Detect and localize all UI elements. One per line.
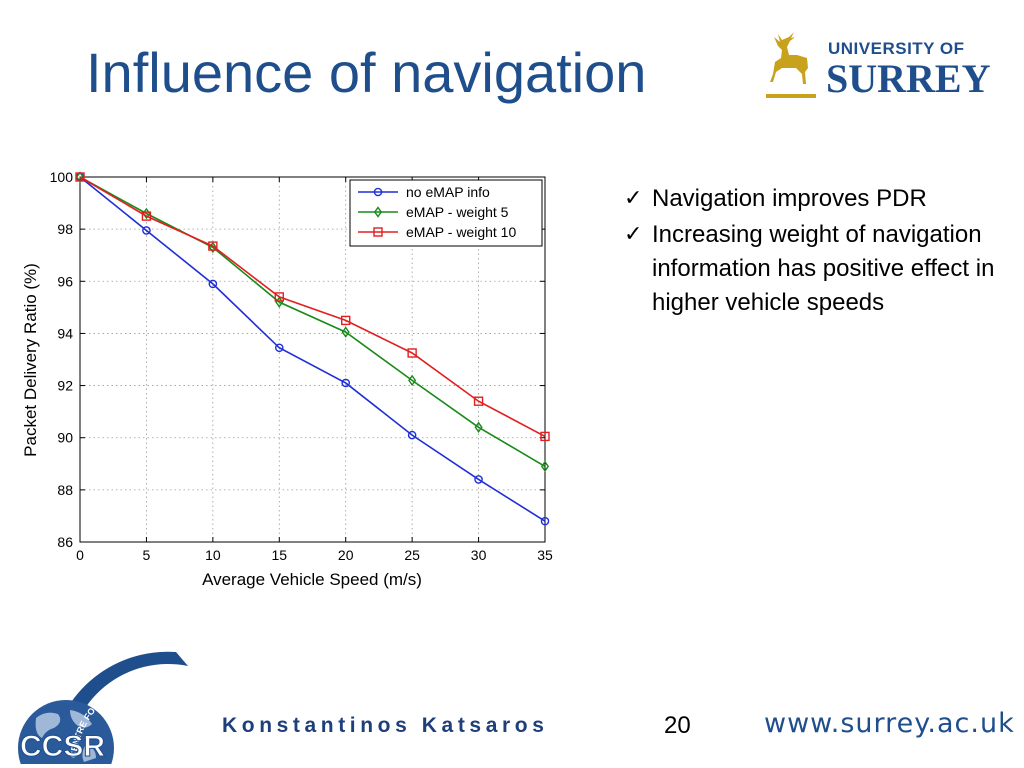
y-tick-label: 90 <box>57 430 73 446</box>
y-tick-label: 100 <box>50 169 74 185</box>
legend-label: eMAP - weight 5 <box>406 204 509 220</box>
y-tick-label: 96 <box>57 273 73 289</box>
x-tick-label: 5 <box>143 547 151 563</box>
axis-ticks: 0 5 10 15 20 25 30 35 86 88 90 92 94 96 98 100 <box>50 169 553 563</box>
bullet-item: ✓ Navigation improves PDR <box>620 182 1015 216</box>
series-line <box>79 176 546 438</box>
legend: no eMAP info eMAP - weight 5 eMAP - weight… <box>349 179 543 247</box>
bullet-item: ✓ Increasing weight of navigation inform… <box>620 218 1015 320</box>
data-point <box>540 516 550 526</box>
data-point <box>208 279 218 289</box>
data-point <box>407 348 417 358</box>
data-point <box>274 343 284 353</box>
university-of-surrey-logo: UNIVERSITY OF SURREY <box>766 32 991 101</box>
x-axis-label: Average Vehicle Speed (m/s) <box>202 570 422 589</box>
university-of-text: UNIVERSITY OF <box>828 39 965 58</box>
data-point <box>341 326 350 338</box>
y-tick-label: 92 <box>57 378 73 394</box>
data-point <box>341 315 351 326</box>
y-tick-label: 98 <box>57 221 73 237</box>
data-point <box>407 430 417 440</box>
legend-marker <box>373 206 383 218</box>
series <box>75 171 550 526</box>
data-point <box>75 172 85 182</box>
page-number: 20 <box>664 712 691 739</box>
x-tick-label: 10 <box>205 547 221 563</box>
slide-title: Influence of navigation <box>86 41 647 104</box>
x-tick-label: 20 <box>338 547 354 563</box>
y-tick-label: 88 <box>57 482 73 498</box>
continents-icon <box>35 710 96 762</box>
y-tick-label: 94 <box>57 325 73 341</box>
data-point <box>540 431 550 442</box>
ccsr-text: CCSR <box>20 730 105 763</box>
data-point <box>540 460 550 473</box>
x-tick-label: 0 <box>76 547 84 563</box>
data-point <box>208 241 218 251</box>
data-point <box>341 378 351 388</box>
ccsr-logo: CENTRE FOR COMMUNICATION SYSTEMS RESEARC… <box>6 648 188 764</box>
bullet-text: Increasing weight of navigation informat… <box>652 221 995 316</box>
check-icon: ✓ <box>624 186 643 211</box>
legend-marker <box>373 227 383 237</box>
data-point <box>474 421 483 433</box>
data-point <box>142 226 151 235</box>
line-chart: 0 5 10 15 20 25 30 35 86 88 90 92 94 96 98 100 Average … <box>10 160 580 600</box>
x-tick-label: 30 <box>471 547 487 563</box>
data-point <box>141 211 152 221</box>
series-line <box>79 176 546 468</box>
footer-url[interactable]: www.surrey.ac.uk <box>764 708 1015 739</box>
series-line <box>79 176 546 522</box>
y-axis-label: Packet Delivery Ratio (%) <box>21 263 40 457</box>
stag-icon <box>766 32 816 98</box>
bullet-list: ✓ Navigation improves PDR ✓ Increasing w… <box>620 182 1015 322</box>
footer-author: Konstantinos Katsaros <box>222 714 549 737</box>
legend-label: eMAP - weight 10 <box>406 224 516 240</box>
x-tick-label: 35 <box>537 547 553 563</box>
data-point <box>473 396 484 406</box>
x-tick-label: 15 <box>271 547 287 563</box>
x-tick-label: 25 <box>404 547 420 563</box>
data-point <box>274 292 284 302</box>
data-point <box>408 374 417 387</box>
legend-marker <box>373 187 383 197</box>
data-point <box>474 475 483 484</box>
surrey-text: SURREY <box>826 56 991 101</box>
bullet-text: Navigation improves PDR <box>652 185 927 212</box>
y-tick-label: 86 <box>57 534 73 550</box>
chart-svg: 0 5 10 15 20 25 30 35 86 88 90 92 94 96 98 100 Average … <box>21 169 553 589</box>
series-group <box>75 172 550 442</box>
legend-label: no eMAP info <box>406 184 490 200</box>
check-icon: ✓ <box>624 222 643 247</box>
plot-frame <box>79 176 546 543</box>
